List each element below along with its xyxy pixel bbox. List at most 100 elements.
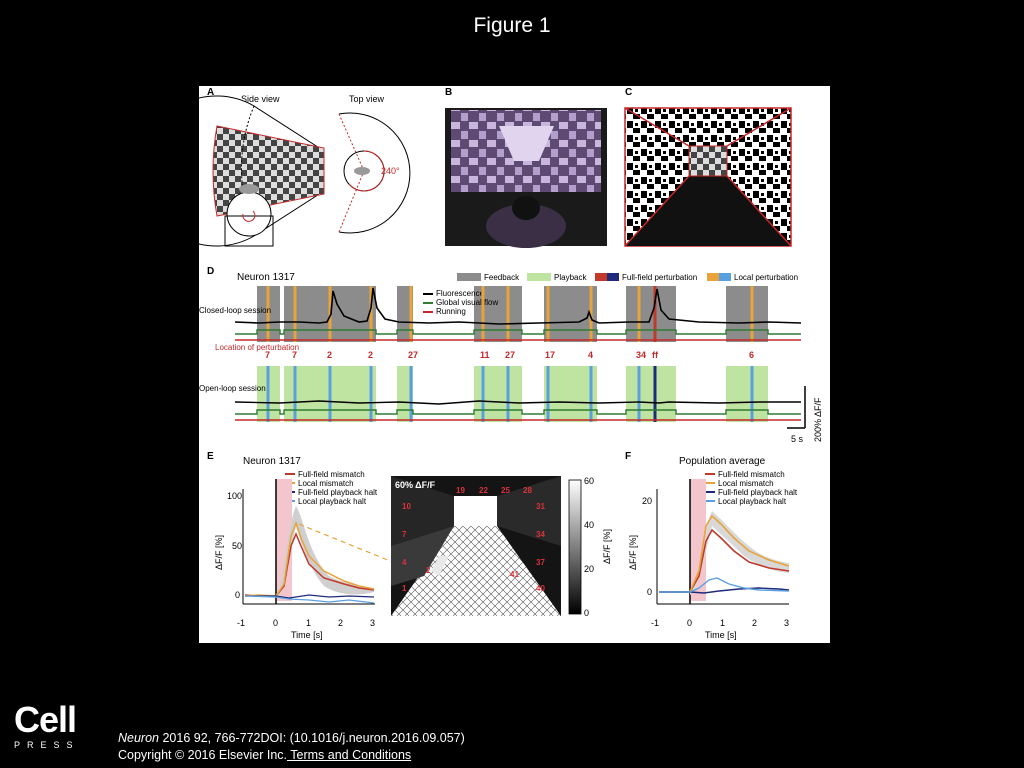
f-legend-0: Full-field mismatch — [718, 470, 785, 479]
panel-c-label: C — [625, 87, 632, 98]
panel-b-label: B — [445, 87, 452, 98]
panel-f: F Population average Full-field mismatch… — [625, 451, 798, 640]
f-ylabel: ΔF/F [%] — [628, 535, 638, 570]
e-xtick-2: 1 — [306, 618, 311, 628]
heatmap-number-9: 37 — [536, 558, 545, 567]
f-xlabel: Time [s] — [705, 630, 737, 640]
heatmap-number-1: 22 — [479, 486, 488, 495]
heatmap-number-4: 10 — [402, 502, 411, 511]
panel-d-label: D — [207, 266, 214, 277]
legend-local-swatch-b — [719, 273, 731, 281]
location-number-5: 11 — [480, 350, 490, 360]
panel-b: B — [445, 87, 607, 248]
legend-running: Running — [436, 307, 466, 316]
legend-flow: Global visual flow — [436, 298, 498, 307]
f-stimulus-window — [690, 479, 706, 601]
closed-loop-perturbation-3 — [369, 286, 373, 342]
e-xlabel: Time [s] — [291, 630, 323, 640]
f-legend-2: Full-field playback halt — [718, 488, 798, 497]
closed-loop-perturbation-6 — [506, 286, 510, 342]
e-legend-3: Local playback halt — [298, 497, 367, 506]
f-local-playback — [659, 577, 790, 593]
heatmap-number-11: 40 — [536, 584, 545, 593]
panel-a-label: A — [207, 87, 214, 98]
heatmap-number-7: 34 — [536, 530, 545, 539]
open-loop-perturbation-lines — [266, 366, 754, 422]
panel-c: C — [624, 87, 792, 247]
e-local-playback — [244, 595, 375, 604]
closed-loop-shading — [257, 286, 768, 342]
side-view-label: Side view — [241, 94, 280, 104]
heatmap-number-0: 19 — [456, 486, 465, 495]
f-ytick-0: 0 — [647, 587, 652, 597]
legend-local: Local perturbation — [734, 273, 798, 282]
legend-playback-swatch — [527, 273, 551, 281]
cell-wordmark: Cell — [14, 699, 77, 740]
e-ytick-50: 50 — [232, 541, 242, 551]
closed-loop-perturbation-4 — [409, 286, 413, 342]
panel-e: E Neuron 1317 Full-field mismatch Local … — [207, 451, 612, 640]
time-scale-label: 5 s — [791, 434, 804, 444]
open-loop-perturbation-8 — [589, 366, 593, 422]
side-view-diagram — [199, 95, 325, 247]
open-loop-label: Open-loop session — [199, 384, 266, 393]
figure-panel: A Side view Top view 240° B — [199, 86, 830, 643]
closed-loop-flow — [235, 329, 801, 335]
open-loop-perturbation-4 — [409, 366, 413, 422]
copyright-text: Copyright © 2016 Elsevier Inc. — [118, 748, 288, 762]
e-xtick-4: 3 — [370, 618, 375, 628]
open-loop-perturbation-11 — [750, 366, 754, 422]
e-fullfield-playback — [245, 594, 375, 599]
open-loop-perturbation-2 — [328, 366, 332, 422]
open-loop-perturbation-7 — [546, 366, 550, 422]
terms-and-conditions-link[interactable]: Terms and Conditions — [287, 748, 412, 762]
legend-feedback: Feedback — [484, 273, 520, 282]
e-xtick-1: 0 — [273, 618, 278, 628]
location-number-8: 4 — [588, 350, 593, 360]
cell-press-logo: Cell PRESS — [14, 699, 80, 751]
cbar-label: ΔF/F [%] — [602, 529, 612, 564]
f-fullfield-playback — [659, 587, 790, 594]
heatmap-number-6: 7 — [402, 530, 407, 539]
cbar-tick-60: 60 — [584, 476, 594, 486]
panel-a: A Side view Top view 240° — [199, 87, 411, 247]
heatmap-number-2: 25 — [501, 486, 510, 495]
f-xtick-1: 0 — [687, 618, 692, 628]
corridor-heatmap — [391, 476, 561, 616]
e-stimulus-window — [276, 479, 292, 601]
open-loop-perturbation-10 — [653, 366, 657, 422]
location-number-11: 6 — [749, 350, 754, 360]
perturbation-location-numbers: 7 7 2 2 27 11 27 17 4 34 ff 6 — [265, 350, 754, 360]
e-legend-1: Local mismatch — [298, 479, 354, 488]
top-view-diagram — [338, 112, 411, 234]
citation: Neuron 2016 92, 766-772DOI: (10.1016/j.n… — [118, 731, 465, 745]
location-number-7: 17 — [545, 350, 555, 360]
f-local-mismatch — [659, 514, 790, 593]
closed-loop-perturbation-10 — [653, 286, 657, 342]
location-number-2: 2 — [327, 350, 332, 360]
panel-f-label: F — [625, 451, 631, 462]
top-view-label: Top view — [349, 94, 385, 104]
e-xtick-0: -1 — [237, 618, 245, 628]
closed-loop-perturbation-lines — [266, 286, 754, 342]
legend-feedback-swatch — [457, 273, 481, 281]
f-ytick-20: 20 — [642, 496, 652, 506]
colorbar — [568, 479, 582, 615]
e-ytick-100: 100 — [227, 491, 242, 501]
e-sem-band — [276, 506, 374, 598]
open-loop-perturbation-3 — [369, 366, 373, 422]
panel-f-legend: Full-field mismatch Local mismatch Full-… — [705, 470, 798, 506]
copyright: Copyright © 2016 Elsevier Inc. Terms and… — [118, 748, 411, 762]
f-xtick-2: 1 — [720, 618, 725, 628]
closed-loop-perturbation-8 — [589, 286, 593, 342]
panel-d: D Neuron 1317 Feedback Playback Full-fie… — [199, 266, 823, 444]
open-loop-perturbation-0 — [266, 366, 270, 422]
closed-loop-fluorescence — [234, 287, 802, 325]
heatmap-number-10: 1 — [402, 584, 407, 593]
e-ylabel: ΔF/F [%] — [214, 535, 224, 570]
closed-loop-label: Closed-loop session — [199, 306, 271, 315]
legend-local-swatch-a — [707, 273, 719, 281]
e-legend-0: Full-field mismatch — [298, 470, 365, 479]
corridor-render — [624, 107, 792, 247]
heatmap-number-3: 28 — [523, 486, 532, 495]
